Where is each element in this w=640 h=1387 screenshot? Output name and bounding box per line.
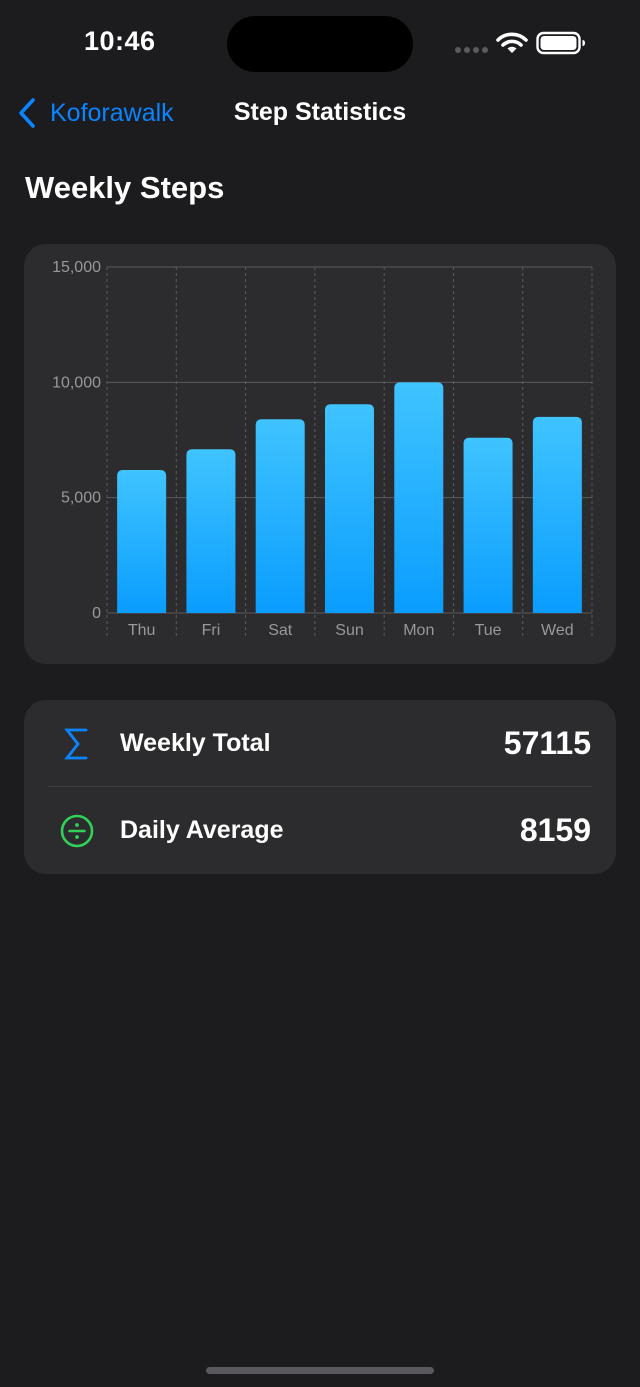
back-button[interactable]: Koforawalk <box>16 96 174 130</box>
back-button-label: Koforawalk <box>50 98 174 127</box>
status-bar: 10:46 <box>0 0 640 90</box>
daily-average-label: Daily Average <box>120 816 284 844</box>
home-indicator <box>206 1367 434 1374</box>
x-tick-label: Thu <box>128 622 156 639</box>
page-title: Weekly Steps <box>25 170 225 205</box>
sigma-icon <box>64 728 88 760</box>
weekly-total-value: 57115 <box>503 725 591 761</box>
status-time: 10:46 <box>84 26 156 56</box>
y-tick-label: 15,000 <box>52 259 101 276</box>
x-tick-label: Sun <box>335 622 363 639</box>
bar-wed <box>532 416 582 613</box>
wifi-icon <box>496 32 528 53</box>
weekly-total-row: Weekly Total 57115 <box>24 700 616 787</box>
dynamic-island <box>227 16 413 72</box>
weekly-steps-bar-chart: 0 5,000 10,000 15,000 Thu Fri Sat Sun Mon Tue Wed <box>52 259 593 639</box>
y-tick-label: 0 <box>92 605 101 622</box>
bar-tue <box>463 437 513 613</box>
x-tick-label: Wed <box>541 622 574 639</box>
bar-sat <box>255 419 305 613</box>
x-tick-label: Mon <box>403 622 434 639</box>
x-tick-label: Tue <box>475 622 502 639</box>
y-tick-label: 10,000 <box>52 374 101 391</box>
navigation-bar: Koforawalk Step Statistics <box>0 88 640 138</box>
battery-icon <box>536 31 585 55</box>
bar-sun <box>325 404 374 613</box>
daily-average-row: Daily Average 8159 <box>24 787 616 874</box>
daily-average-value: 8159 <box>519 812 591 848</box>
bar-thu <box>117 469 167 613</box>
bar-mon <box>394 382 444 613</box>
weekly-steps-chart-card: 0 5,000 10,000 15,000 Thu Fri Sat Sun Mon Tue Wed <box>24 244 616 664</box>
nav-title: Step Statistics <box>233 98 407 126</box>
divider <box>48 786 592 787</box>
weekly-total-label: Weekly Total <box>120 729 271 757</box>
x-tick-label: Sat <box>268 622 293 639</box>
x-tick-label: Fri <box>202 622 221 639</box>
chevron-left-icon <box>19 98 35 128</box>
divide-circle-icon <box>60 814 94 848</box>
y-tick-label: 5,000 <box>61 490 101 507</box>
cellular-signal-icon <box>455 47 488 53</box>
bar-fri <box>186 449 236 613</box>
stats-card: Weekly Total 57115 Daily Average 8159 <box>24 700 616 874</box>
